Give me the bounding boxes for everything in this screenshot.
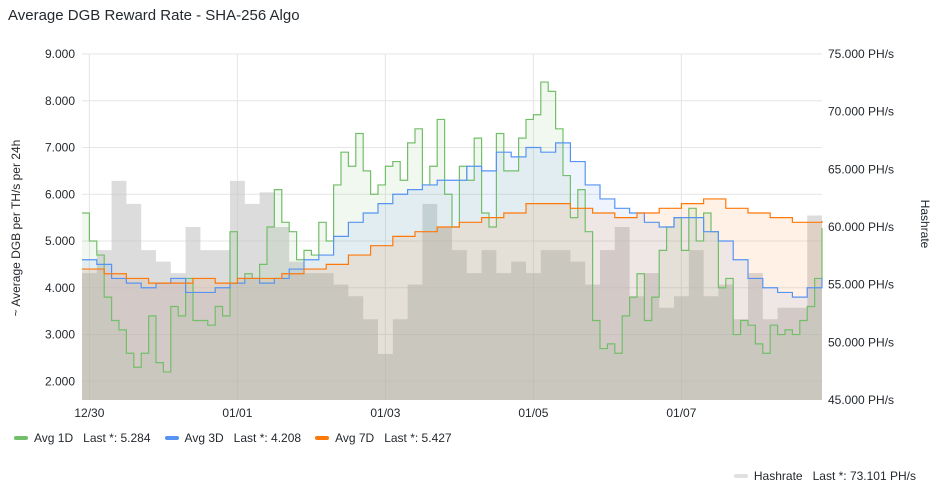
series-areas [82, 75, 822, 401]
y2-tick-label: 75.000 PH/s [828, 47, 894, 61]
y2-tick-label: 65.000 PH/s [828, 162, 894, 176]
y2-axis-label: Hashrate [918, 200, 932, 249]
y-tick-label: 7.000 [45, 141, 75, 155]
x-axis-ticks: 12/30 01/01 01/03 01/05 01/07 [74, 406, 696, 420]
y2-axis-ticks: 45.000 PH/s 50.000 PH/s 55.000 PH/s 60.000 … [828, 47, 894, 407]
x-tick-label: 01/07 [666, 406, 696, 420]
legend: Avg 1D Last *: 5.284 Avg 3D Last *: 4.20… [14, 431, 452, 445]
legend-label: Avg 3D [184, 431, 224, 445]
series-lines [82, 81, 823, 373]
legend-last-value: Last *: 5.427 [384, 431, 452, 445]
x-tick-label: 01/05 [518, 406, 548, 420]
y-tick-label: 9.000 [45, 47, 75, 61]
y-axis-ticks: 2.000 3.000 4.000 5.000 6.000 7.000 8.000 9.000 [45, 47, 75, 388]
y-tick-label: 5.000 [45, 234, 75, 248]
avg-3d-line [82, 142, 823, 298]
y-tick-label: 6.000 [45, 187, 75, 201]
legend-label: Avg 7D [335, 431, 375, 445]
legend-last-value: Last *: 73.101 PH/s [812, 469, 916, 483]
avg-7d-line [82, 198, 823, 284]
y-axis-label: ~ Average DGB per TH/s per 24h [9, 140, 23, 317]
y-tick-label: 2.000 [45, 374, 75, 388]
hashrate-area [82, 75, 822, 400]
y2-tick-label: 70.000 PH/s [828, 105, 894, 119]
legend-swatch [14, 436, 28, 440]
y-tick-label: 8.000 [45, 94, 75, 108]
y2-tick-label: 60.000 PH/s [828, 220, 894, 234]
avg-7d-area [82, 198, 822, 400]
legend-label: Avg 1D [34, 431, 74, 445]
x-tick-label: 01/01 [222, 406, 252, 420]
avg-3d-area [82, 142, 822, 401]
legend-swatch [733, 474, 748, 478]
legend-item-hashrate[interactable]: Hashrate Last *: 73.101 PH/s [733, 469, 916, 483]
legend-label: Hashrate [753, 469, 803, 483]
y-tick-label: 4.000 [45, 281, 75, 295]
legend-item-avg-1d[interactable]: Avg 1D Last *: 5.284 [14, 431, 151, 445]
x-tick-label: 12/30 [74, 406, 104, 420]
y2-tick-label: 55.000 PH/s [828, 278, 894, 292]
legend-swatch [164, 436, 179, 440]
legend-item-avg-3d[interactable]: Avg 3D Last *: 4.208 [164, 431, 302, 445]
y-tick-label: 3.000 [45, 328, 75, 342]
panel-title: Average DGB Reward Rate - SHA-256 Algo [8, 7, 300, 24]
legend-swatch [315, 436, 330, 440]
legend-item-avg-7d[interactable]: Avg 7D Last *: 5.427 [315, 431, 452, 445]
y2-tick-label: 50.000 PH/s [828, 335, 894, 349]
legend-last-value: Last *: 5.284 [83, 431, 151, 445]
y2-tick-label: 45.000 PH/s [828, 393, 894, 407]
x-tick-label: 01/03 [370, 406, 400, 420]
legend-last-value: Last *: 4.208 [233, 431, 302, 445]
avg-1d-area [82, 82, 822, 401]
